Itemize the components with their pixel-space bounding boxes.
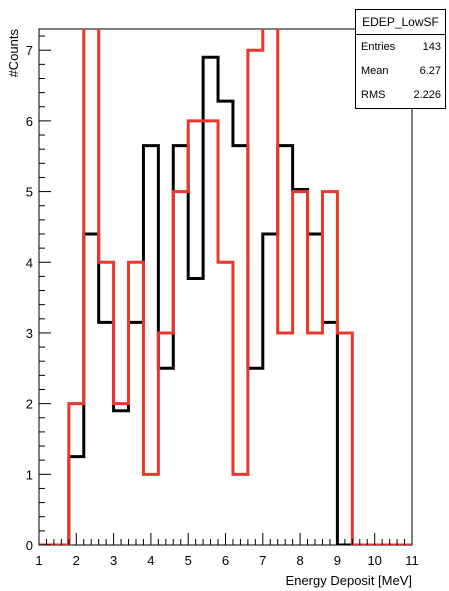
stats-title: EDEP_LowSF xyxy=(356,10,445,35)
stats-value: 143 xyxy=(422,41,441,53)
stats-label: RMS xyxy=(361,89,386,101)
stats-value: 2.226 xyxy=(413,89,441,101)
x-tick-label: 1 xyxy=(35,553,42,568)
stats-value: 6.27 xyxy=(419,65,441,77)
x-tick-label: 8 xyxy=(296,553,303,568)
stats-label: Mean xyxy=(361,65,389,77)
histogram-series-1 xyxy=(39,29,412,545)
x-axis-title: Energy Deposit [MeV] xyxy=(286,573,412,588)
x-tick-label: 6 xyxy=(222,553,229,568)
x-tick-label: 11 xyxy=(405,553,419,568)
stats-box: EDEP_LowSF Entries 143 Mean 6.27 RMS 2.2… xyxy=(355,9,446,109)
stats-row-entries: Entries 143 xyxy=(356,35,445,59)
x-tick-label: 2 xyxy=(73,553,80,568)
x-tick-label: 10 xyxy=(367,553,381,568)
histogram-series-0 xyxy=(39,55,412,545)
stats-row-rms: RMS 2.226 xyxy=(356,83,445,107)
x-tick-label: 5 xyxy=(185,553,192,568)
x-tick-label: 9 xyxy=(334,553,341,568)
x-tick-label: 7 xyxy=(259,553,266,568)
y-tick-label: 6 xyxy=(26,114,33,129)
y-axis-title: #Counts xyxy=(6,29,21,78)
y-tick-label: 7 xyxy=(26,43,33,58)
y-tick-label: 4 xyxy=(26,255,33,270)
stats-label: Entries xyxy=(361,41,396,53)
x-tick-label: 3 xyxy=(110,553,117,568)
y-tick-label: 2 xyxy=(26,397,33,412)
y-tick-label: 3 xyxy=(26,326,33,341)
x-tick-label: 4 xyxy=(147,553,154,568)
stats-row-mean: Mean 6.27 xyxy=(356,59,445,83)
y-tick-label: 0 xyxy=(26,538,33,553)
y-tick-label: 1 xyxy=(26,467,33,482)
y-tick-label: 5 xyxy=(26,185,33,200)
